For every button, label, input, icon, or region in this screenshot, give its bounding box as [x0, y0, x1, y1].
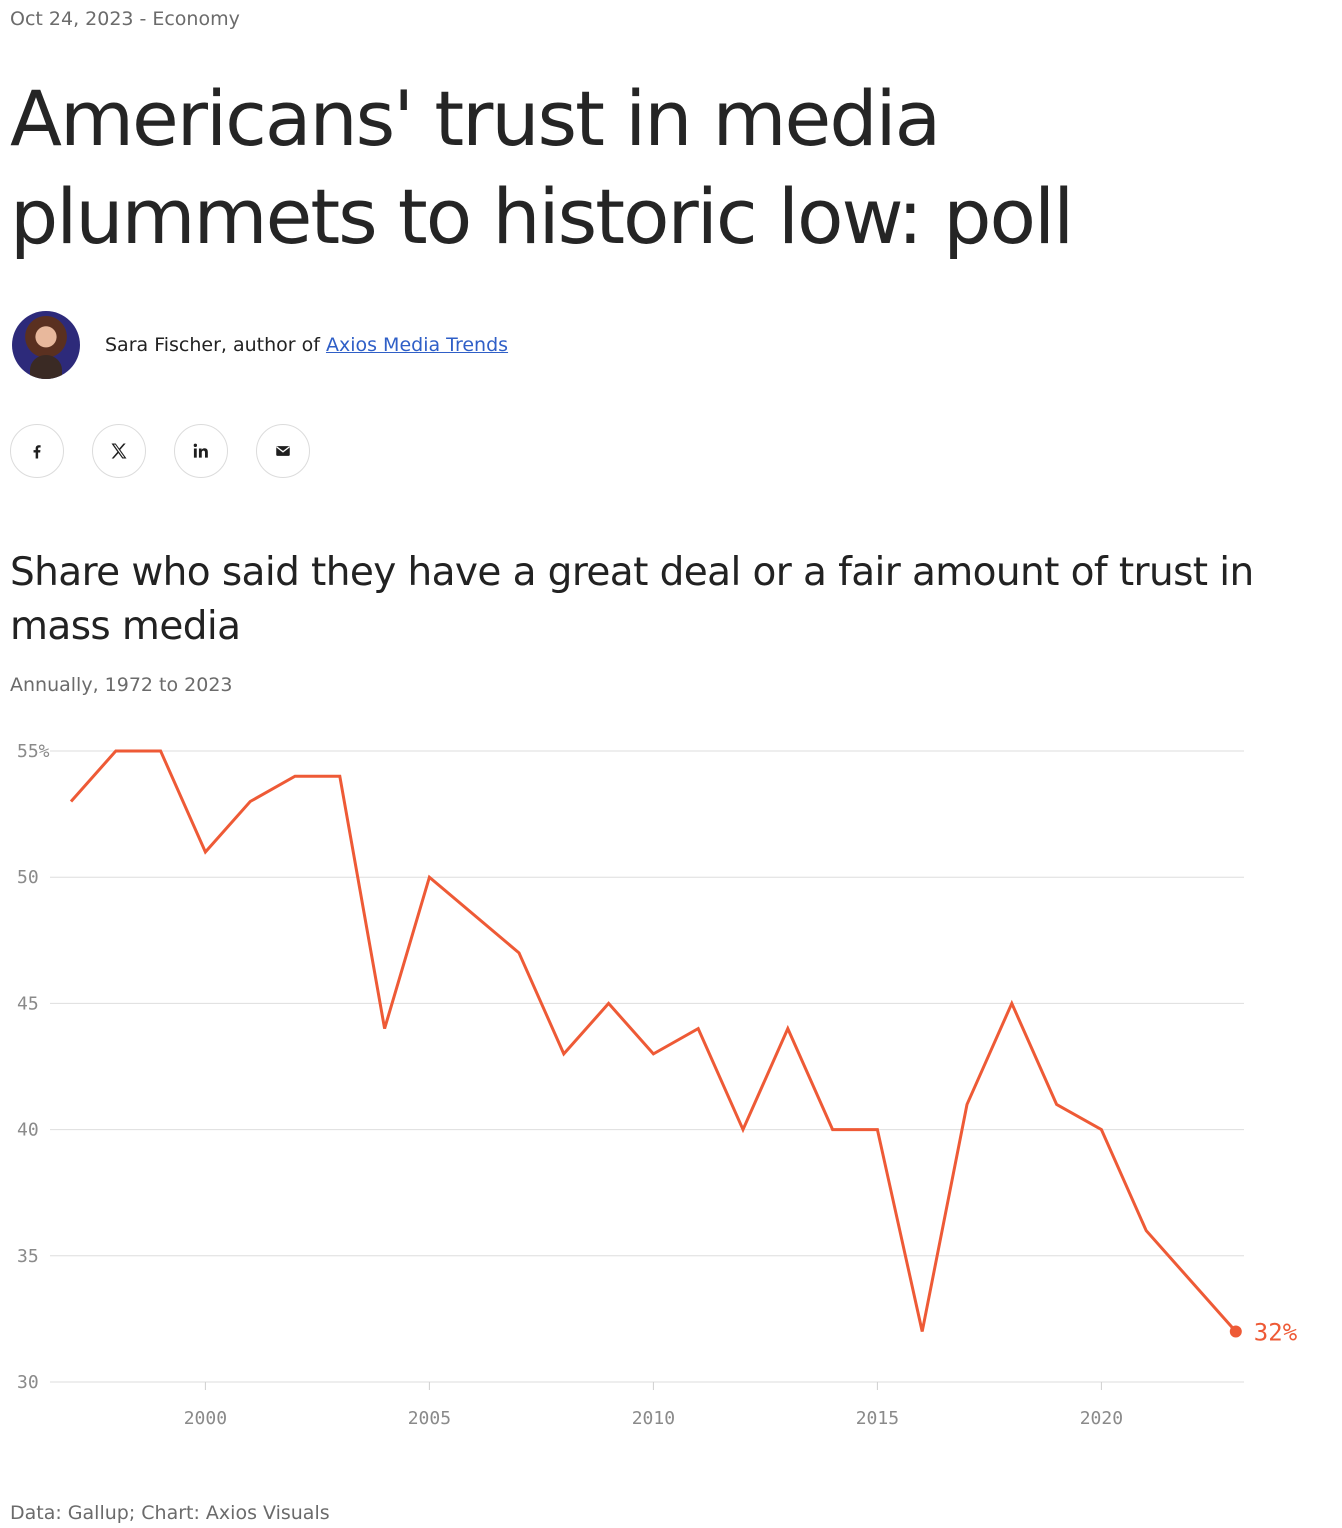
page-title: Americans' trust in media plummets to hi… — [10, 74, 1074, 261]
chart-title: Share who said they have a great deal or… — [10, 550, 1254, 649]
article-date: Oct 24, 2023 — [10, 8, 134, 30]
y-tick-label: 35 — [17, 1246, 39, 1267]
x-tick-label: 2015 — [856, 1408, 899, 1429]
x-icon — [111, 443, 127, 459]
y-tick-label: 45 — [17, 993, 39, 1014]
x-tick-label: 2005 — [408, 1408, 451, 1429]
share-x-button[interactable] — [92, 424, 146, 478]
author-name: Sara Fischer, author of — [105, 334, 320, 356]
author-newsletter-link[interactable]: Axios Media Trends — [325, 334, 509, 356]
dateline-separator: - — [139, 8, 147, 30]
series-line — [69, 749, 1237, 1333]
email-icon — [276, 446, 290, 456]
author-credit: Sara Fischer, author of Axios Media Trend… — [105, 334, 508, 356]
section-link[interactable]: Economy — [152, 8, 240, 30]
y-tick-label: 40 — [17, 1120, 39, 1141]
dateline: Oct 24, 2023- Economy — [10, 8, 240, 30]
chart-subtitle: Annually, 1972 to 2023 — [10, 674, 233, 696]
share-bar — [10, 424, 310, 478]
end-value-label: 32% — [1254, 1319, 1298, 1347]
end-point-marker — [1229, 1325, 1242, 1338]
x-tick-label: 2000 — [184, 1408, 227, 1429]
x-tick-label: 2020 — [1080, 1408, 1123, 1429]
author-avatar[interactable] — [12, 311, 80, 379]
share-facebook-button[interactable] — [10, 424, 64, 478]
y-tick-label: 50 — [17, 867, 39, 888]
x-tick-label: 2010 — [632, 1408, 675, 1429]
linkedin-icon — [193, 443, 208, 458]
trust-line-chart: 55% 50 45 40 35 30 2000 2005 2010 2015 2020 32% — [17, 741, 1298, 1429]
chart-source: Data: Gallup; Chart: Axios Visuals — [10, 1502, 330, 1524]
share-email-button[interactable] — [256, 424, 310, 478]
share-linkedin-button[interactable] — [174, 424, 228, 478]
y-tick-label: 30 — [17, 1372, 39, 1393]
facebook-icon — [33, 445, 41, 459]
y-tick-label: 55% — [17, 741, 50, 762]
byline: Sara Fischer, author of Axios Media Trend… — [12, 311, 508, 379]
